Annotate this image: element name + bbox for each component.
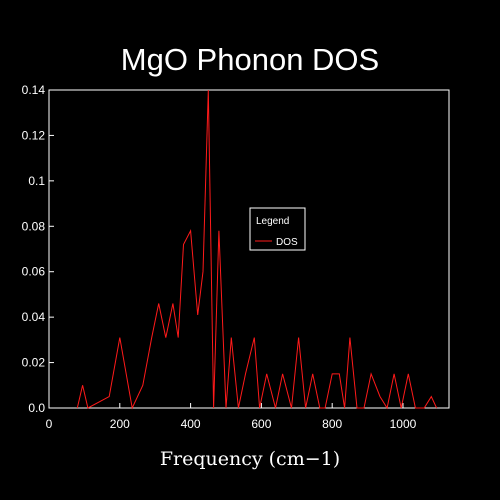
y-tick-label: 0.14 [22, 83, 46, 97]
legend-box [249, 207, 306, 251]
x-tick-label: 200 [110, 417, 130, 431]
y-axis: 0.0 0.02 0.04 0.06 0.08 0.1 0.12 0.14 [22, 83, 54, 415]
x-tick-label: 800 [322, 417, 342, 431]
x-axis: 0 200 400 600 800 1000 [46, 403, 417, 431]
y-tick-label: 0.04 [22, 310, 46, 324]
legend: Legend DOS [249, 207, 306, 251]
y-tick-label: 0.0 [28, 401, 45, 415]
series-layer [76, 89, 438, 410]
y-tick-label: 0.08 [22, 219, 46, 233]
x-axis-label: Frequency (cm−1) [160, 448, 340, 470]
x-tick-label: 0 [46, 417, 53, 431]
x-tick-label: 1000 [390, 417, 417, 431]
plot-frame [48, 89, 450, 409]
y-tick-label: 0.02 [22, 356, 46, 370]
legend-title: Legend [256, 216, 289, 227]
legend-label-dos: DOS [276, 237, 298, 248]
x-tick-label: 600 [251, 417, 271, 431]
x-tick-label: 400 [181, 417, 201, 431]
y-tick-label: 0.06 [22, 265, 46, 279]
y-tick-label: 0.1 [28, 174, 45, 188]
series-line-dos [76, 89, 438, 410]
chart-title: MgO Phonon DOS [121, 42, 379, 77]
y-tick-label: 0.12 [22, 128, 46, 142]
